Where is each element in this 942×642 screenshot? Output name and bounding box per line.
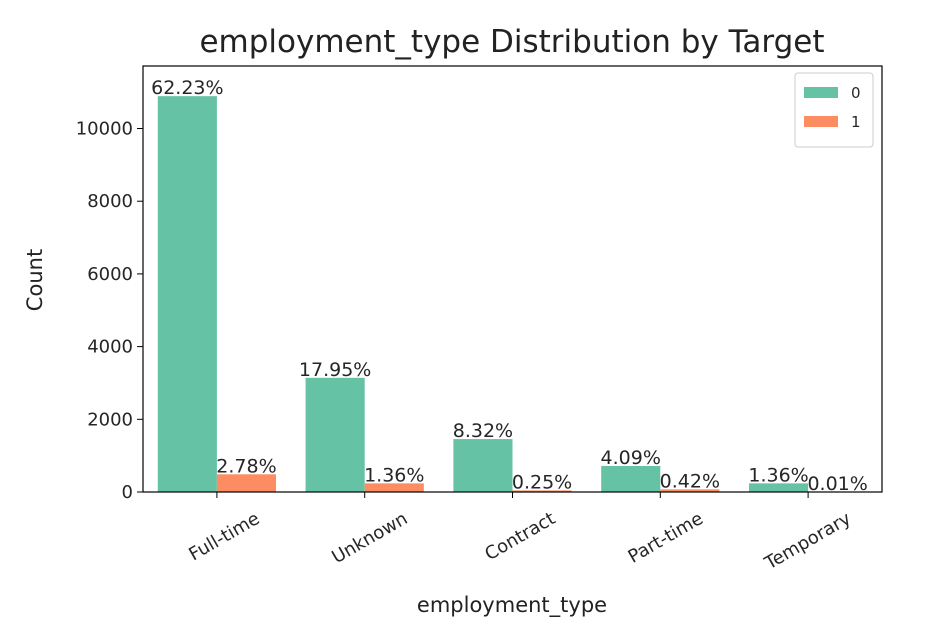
legend-entry: 1 — [851, 113, 861, 131]
bar-unknown-series-1 — [364, 483, 424, 492]
data-label: 2.78% — [216, 455, 276, 477]
x-tick-label: Temporary — [761, 508, 855, 575]
y-tick-label: 2000 — [87, 409, 133, 430]
legend-swatch — [804, 87, 838, 98]
data-label: 8.32% — [453, 420, 513, 442]
y-tick-label: 4000 — [87, 337, 133, 358]
data-label: 1.36% — [748, 464, 808, 486]
legend-entry: 0 — [851, 84, 861, 102]
chart-title: employment_type Distribution by Target — [199, 24, 824, 60]
bar-part-time-series-0 — [601, 465, 661, 492]
bar-part-time-series-1 — [660, 489, 720, 492]
x-axis-label: employment_type — [417, 593, 607, 618]
legend: 01 — [794, 72, 874, 148]
data-label: 0.01% — [807, 473, 867, 495]
y-tick-label: 10000 — [76, 119, 133, 140]
y-tick-label: 6000 — [87, 264, 133, 285]
data-label: 62.23% — [151, 77, 223, 99]
x-tick-label: Part-time — [625, 508, 707, 568]
bar-contract-series-0 — [453, 439, 513, 492]
x-tick-label: Contract — [481, 508, 559, 565]
x-tick-label: Full-time — [185, 508, 263, 565]
x-tick-label: Unknown — [328, 508, 411, 568]
data-label: 17.95% — [299, 359, 371, 381]
bar-contract-series-1 — [512, 490, 572, 492]
legend-box — [794, 72, 874, 148]
data-label: 0.42% — [660, 470, 720, 492]
y-axis-label: Count — [23, 249, 47, 311]
legend-swatch — [804, 116, 838, 127]
bar-full-time-series-0 — [157, 96, 217, 493]
data-label: 1.36% — [364, 464, 424, 486]
data-label: 0.25% — [512, 471, 572, 493]
plot-area: 62.23% 17.95% 8.32% 4.09% 1.36% 2.78% 1.36% 0.2… — [76, 65, 883, 575]
bar-temporary-series-0 — [748, 483, 809, 492]
y-tick-label: 0 — [122, 482, 133, 503]
bar-unknown-series-0 — [305, 377, 365, 492]
y-tick-label: 8000 — [87, 191, 133, 212]
data-label: 4.09% — [601, 447, 661, 469]
bar-full-time-series-1 — [216, 474, 277, 492]
